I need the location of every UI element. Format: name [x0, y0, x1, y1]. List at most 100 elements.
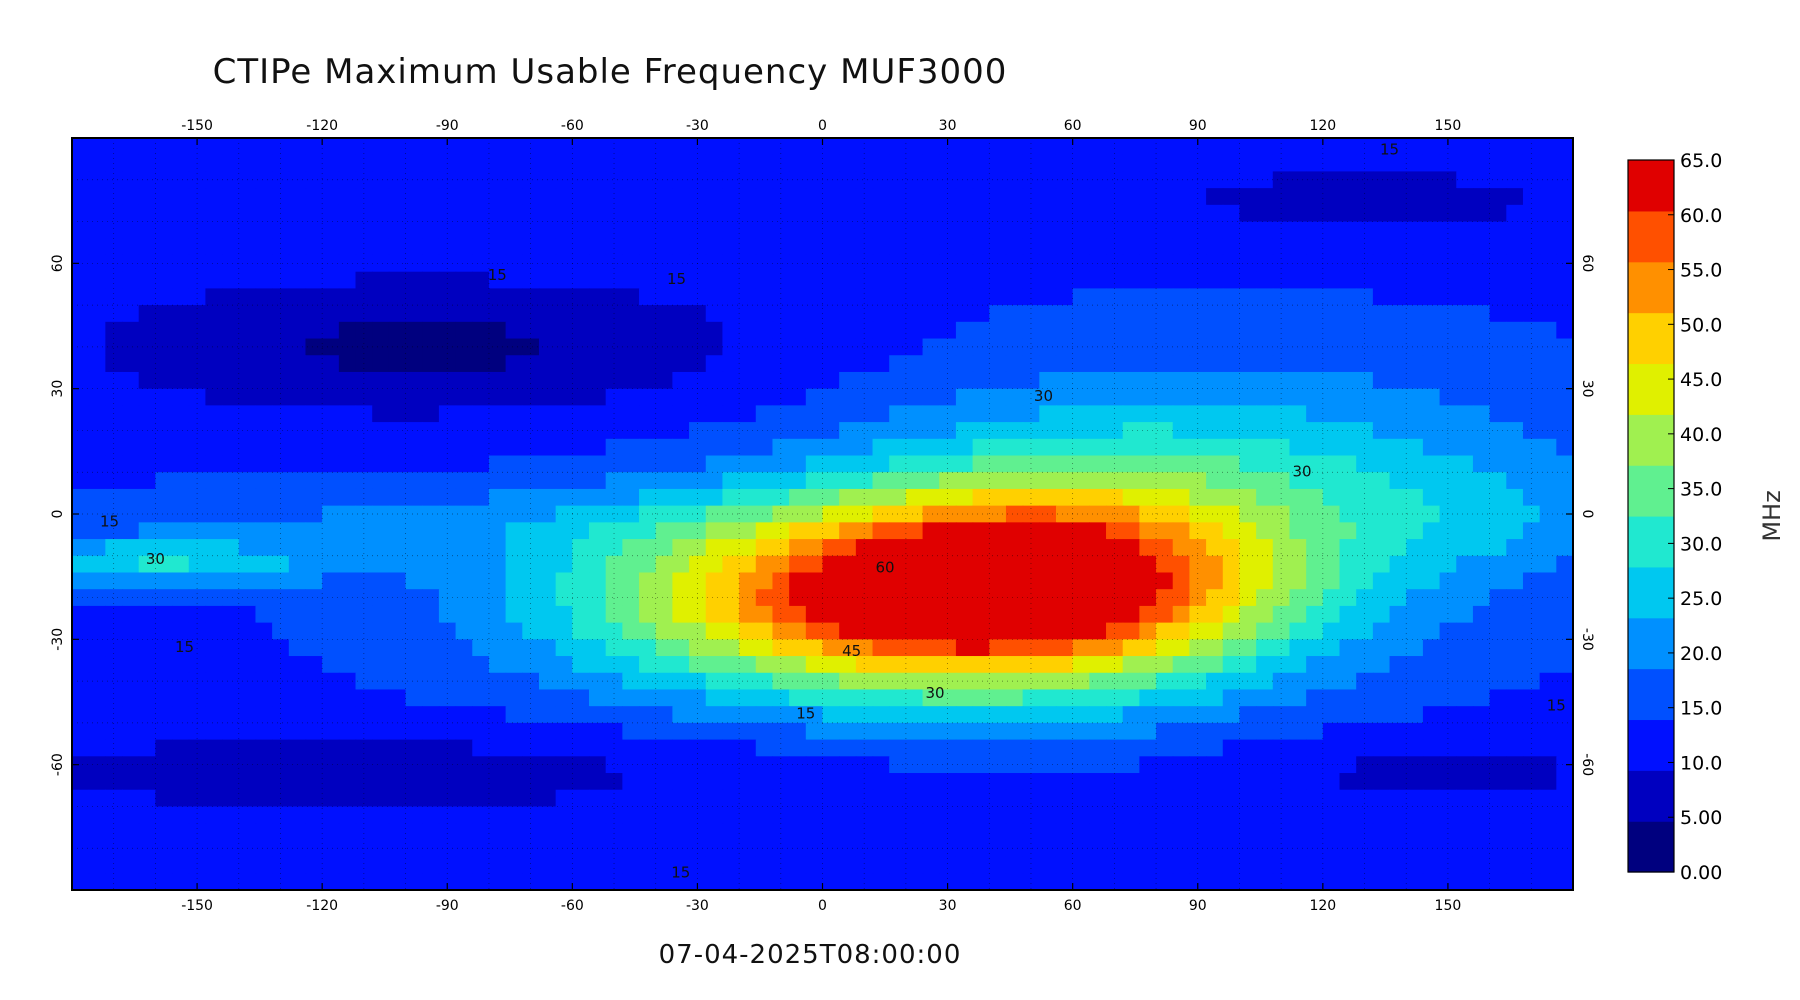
- muf-cell: [1472, 605, 1491, 624]
- muf-cell: [1022, 438, 1040, 457]
- muf-cell: [1239, 555, 1257, 574]
- muf-cell: [1272, 422, 1291, 440]
- muf-cell: [605, 539, 623, 557]
- muf-cell: [572, 305, 590, 323]
- muf-cell: [505, 789, 523, 808]
- muf-cell: [1256, 756, 1274, 774]
- muf-cell: [1072, 438, 1090, 457]
- muf-cell: [755, 188, 774, 206]
- muf-cell: [955, 305, 974, 323]
- muf-cell: [455, 188, 473, 206]
- muf-cell: [155, 305, 173, 323]
- muf-cell: [689, 288, 707, 306]
- muf-cell: [255, 839, 273, 858]
- muf-cell: [1206, 171, 1224, 189]
- muf-cell: [1189, 455, 1207, 473]
- muf-cell: [905, 622, 924, 640]
- muf-cell: [622, 672, 640, 691]
- muf-cell: [622, 188, 640, 206]
- muf-cell: [355, 171, 373, 189]
- muf-cell: [955, 221, 974, 239]
- muf-cell: [1506, 522, 1524, 540]
- muf-cell: [1272, 455, 1291, 473]
- muf-cell: [689, 722, 707, 741]
- muf-cell: [1289, 238, 1307, 256]
- muf-cell: [372, 672, 390, 691]
- muf-cell: [1289, 522, 1307, 540]
- y-tick-label-left: 30: [50, 380, 66, 398]
- muf-cell: [505, 839, 523, 858]
- muf-cell: [605, 171, 623, 189]
- muf-cell: [605, 505, 623, 523]
- muf-cell: [739, 823, 757, 841]
- muf-cell: [1389, 188, 1407, 206]
- muf-cell: [422, 706, 440, 724]
- muf-cell: [405, 188, 423, 206]
- muf-cell: [1472, 756, 1491, 774]
- muf-cell: [1239, 371, 1257, 390]
- muf-cell: [1072, 856, 1090, 874]
- muf-cell: [1106, 138, 1124, 156]
- muf-cell: [1005, 171, 1024, 189]
- muf-cell: [705, 488, 724, 507]
- muf-cell: [1256, 722, 1274, 741]
- muf-cell: [1539, 488, 1557, 507]
- muf-cell: [1306, 522, 1324, 540]
- muf-cell: [1256, 188, 1274, 206]
- muf-cell: [522, 422, 540, 440]
- muf-cell: [388, 455, 407, 473]
- muf-cell: [188, 438, 207, 457]
- muf-cell: [1389, 271, 1407, 289]
- muf-cell: [1172, 622, 1191, 640]
- muf-cell: [488, 873, 507, 890]
- muf-cell: [438, 806, 457, 824]
- muf-cell: [1356, 388, 1374, 406]
- muf-cell: [1189, 823, 1207, 841]
- muf-cell: [655, 706, 673, 724]
- muf-cell: [405, 438, 423, 457]
- muf-cell: [1339, 254, 1357, 273]
- muf-cell: [1356, 873, 1374, 890]
- muf-cell: [655, 589, 673, 607]
- muf-cell: [1222, 706, 1241, 724]
- muf-cell: [739, 773, 757, 791]
- muf-cell: [538, 371, 557, 390]
- muf-cell: [488, 355, 507, 373]
- muf-cell: [622, 605, 640, 624]
- muf-cell: [1522, 505, 1541, 523]
- muf-cell: [138, 856, 156, 874]
- muf-cell: [1489, 472, 1507, 490]
- muf-cell: [322, 271, 340, 289]
- muf-cell: [122, 171, 140, 189]
- muf-cell: [905, 806, 924, 824]
- muf-cell: [672, 305, 690, 323]
- muf-cell: [839, 305, 857, 323]
- muf-cell: [722, 271, 740, 289]
- muf-cell: [1472, 388, 1491, 406]
- muf-cell: [1189, 288, 1207, 306]
- muf-cell: [305, 555, 323, 574]
- muf-cell: [772, 388, 790, 406]
- muf-cell: [472, 338, 490, 356]
- muf-cell: [1489, 806, 1507, 824]
- muf-cell: [672, 138, 690, 156]
- muf-cell: [238, 539, 257, 557]
- x-tick-label-bottom: -30: [686, 898, 709, 914]
- muf-cell: [238, 873, 257, 890]
- muf-cell: [822, 488, 840, 507]
- muf-cell: [1322, 204, 1341, 223]
- muf-cell: [455, 756, 473, 774]
- muf-cell: [555, 138, 573, 156]
- muf-cell: [205, 271, 223, 289]
- muf-cell: [1272, 722, 1291, 741]
- muf-cell: [589, 605, 607, 624]
- muf-cell: [1472, 154, 1491, 173]
- muf-cell: [822, 839, 840, 858]
- muf-cell: [822, 271, 840, 289]
- muf-cell: [855, 238, 874, 256]
- muf-cell: [455, 472, 473, 490]
- muf-cell: [538, 773, 557, 791]
- muf-cell: [1256, 438, 1274, 457]
- muf-cell: [505, 656, 523, 674]
- muf-cell: [1005, 422, 1024, 440]
